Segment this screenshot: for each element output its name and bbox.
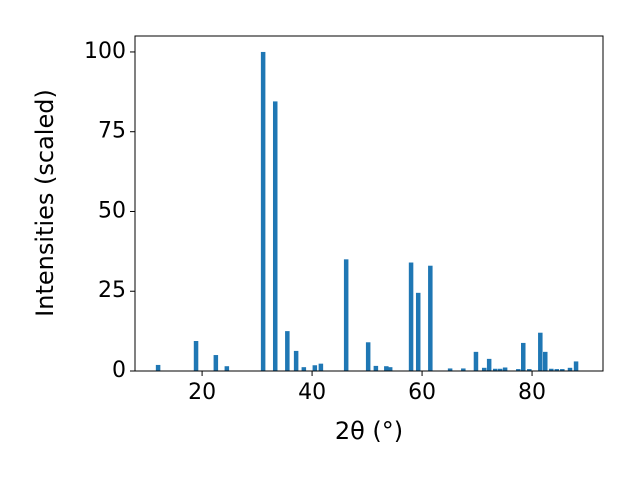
bar <box>260 51 266 371</box>
y-tick-label: 25 <box>98 278 126 303</box>
bar <box>293 350 299 371</box>
bar <box>365 342 371 371</box>
bar <box>573 361 579 371</box>
bar <box>387 367 393 371</box>
y-tick-label: 0 <box>112 358 126 383</box>
bar <box>554 369 560 371</box>
bar <box>285 331 290 371</box>
y-tick-label: 50 <box>98 198 126 223</box>
bar <box>521 342 526 371</box>
bar <box>384 366 389 371</box>
bar <box>549 368 554 371</box>
x-tick-label: 60 <box>408 380 436 405</box>
bar <box>516 369 521 371</box>
bar <box>492 368 498 371</box>
bar <box>415 292 421 371</box>
bar <box>497 368 503 371</box>
bar <box>312 365 318 371</box>
x-tick-label: 40 <box>298 380 326 405</box>
bar <box>428 265 433 371</box>
bar <box>447 368 453 371</box>
bar <box>301 367 307 371</box>
bar <box>567 367 573 371</box>
x-tick-label: 20 <box>188 380 216 405</box>
bar <box>527 369 532 371</box>
bar <box>481 367 487 371</box>
bar <box>486 358 492 371</box>
bar <box>538 332 543 371</box>
y-tick-label: 75 <box>98 119 126 144</box>
bar <box>193 341 199 371</box>
bar <box>502 367 508 371</box>
bar <box>408 262 414 371</box>
plot-frame <box>134 35 604 372</box>
y-axis-label: Intensities (scaled) <box>31 89 59 317</box>
bar <box>461 368 466 371</box>
bar <box>473 351 479 371</box>
bar <box>155 364 161 371</box>
bar <box>560 369 565 371</box>
bar <box>272 101 278 372</box>
bar <box>213 355 219 371</box>
bar <box>343 259 349 371</box>
bar <box>224 366 230 371</box>
bar <box>318 363 324 371</box>
x-tick-label: 80 <box>518 380 546 405</box>
x-axis-label: 2θ (°) <box>335 417 403 445</box>
bar <box>543 351 548 371</box>
y-tick-label: 100 <box>84 39 126 64</box>
bar <box>373 365 379 371</box>
